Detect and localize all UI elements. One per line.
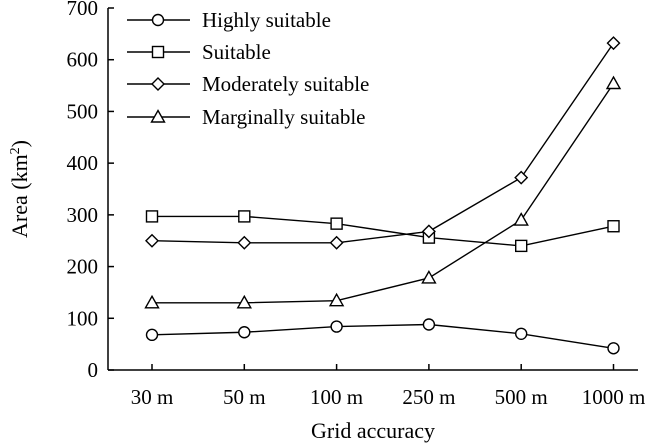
y-tick-label: 0 [88, 358, 99, 382]
x-tick-label: 1000 m [582, 385, 646, 409]
y-tick-label: 200 [67, 255, 99, 279]
y-axis-ticks: 0 100 200 300 400 500 600 700 [67, 0, 114, 382]
data-point-triangle [150, 109, 166, 123]
data-point-square [151, 45, 165, 59]
y-axis-title-text: Area (km [7, 154, 32, 238]
data-point-triangle [328, 292, 345, 307]
y-tick-label: 500 [67, 99, 99, 123]
series-line [152, 215, 614, 247]
y-tick-label: 100 [67, 306, 99, 330]
series-square [145, 210, 620, 253]
data-point-circle [330, 320, 343, 333]
legend-label: Marginally suitable [202, 105, 366, 129]
data-point-diamond [145, 233, 159, 248]
legend-item: Moderately suitable [127, 72, 369, 96]
data-point-diamond [606, 36, 621, 51]
series-line [151, 42, 615, 244]
series-layer [144, 36, 622, 355]
data-point-square [145, 210, 159, 223]
legend-label: Suitable [202, 40, 271, 64]
y-axis-title-superscript: 2 [8, 147, 23, 154]
legend-item: Highly suitable [127, 8, 331, 32]
data-point-diamond [237, 235, 252, 250]
data-point-circle [238, 326, 251, 339]
x-tick-label: 30 m [131, 385, 174, 409]
x-axis-title: Grid accuracy [311, 418, 435, 443]
y-tick-label: 400 [67, 151, 99, 175]
legend-item: Marginally suitable [127, 105, 366, 129]
data-point-triangle [144, 294, 160, 309]
data-point-square [238, 210, 251, 223]
data-point-square [515, 239, 528, 253]
data-point-square [607, 220, 620, 233]
data-point-diamond [421, 224, 436, 239]
data-point-circle [422, 318, 436, 331]
y-tick-label: 300 [67, 203, 99, 227]
legend-label: Moderately suitable [202, 72, 369, 96]
series-line [152, 83, 615, 304]
data-point-triangle [513, 212, 529, 226]
x-tick-label: 250 m [402, 385, 455, 409]
y-axis-title-close: ) [7, 140, 32, 147]
y-axis-title: Area (km2) [7, 140, 32, 238]
data-point-diamond [514, 170, 529, 185]
x-tick-label: 50 m [223, 385, 266, 409]
data-point-circle [145, 328, 159, 342]
data-point-triangle [236, 294, 252, 309]
data-point-circle [151, 13, 165, 27]
data-point-circle [515, 327, 528, 340]
data-point-diamond [151, 77, 165, 91]
data-point-triangle [421, 270, 437, 284]
legend-label: Highly suitable [202, 8, 331, 32]
x-axis-ticks: 30 m 50 m 100 m 250 m 500 m 1000 m [131, 364, 646, 409]
series-circle [145, 318, 620, 355]
y-tick-label: 600 [67, 48, 99, 72]
y-tick-label: 700 [67, 0, 99, 20]
data-point-diamond [329, 235, 344, 250]
legend: Highly suitable Suitable Moderately suitab… [127, 8, 369, 129]
data-point-triangle [605, 75, 622, 90]
data-point-circle [607, 342, 620, 355]
series-diamond [145, 36, 621, 250]
legend-item: Suitable [127, 40, 271, 64]
axes [107, 8, 638, 371]
x-tick-label: 100 m [310, 385, 363, 409]
series-line [151, 323, 614, 349]
data-point-square [330, 217, 343, 230]
x-tick-label: 500 m [495, 385, 548, 409]
series-triangle [144, 75, 622, 309]
